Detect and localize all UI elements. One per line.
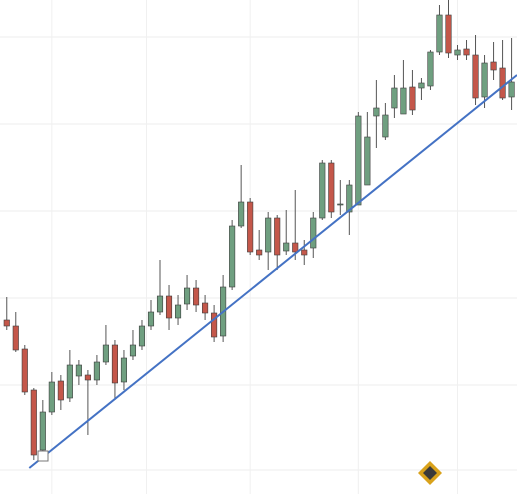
candle-body bbox=[229, 225, 236, 288]
candle-body bbox=[21, 348, 28, 393]
candle-body bbox=[129, 344, 137, 357]
candle-body bbox=[436, 14, 443, 53]
candle-body bbox=[454, 49, 461, 56]
trend-line bbox=[28, 74, 517, 469]
candle-body bbox=[463, 48, 470, 56]
candle-body bbox=[57, 380, 64, 401]
candles bbox=[3, 0, 515, 460]
candle-body bbox=[174, 304, 182, 319]
candle-body bbox=[310, 217, 317, 249]
candle-body bbox=[364, 136, 371, 186]
candle-body bbox=[193, 287, 200, 306]
candle-body bbox=[3, 319, 10, 327]
candle-body bbox=[400, 87, 407, 115]
candle-body bbox=[165, 295, 173, 319]
candle-body bbox=[39, 411, 46, 451]
anchor-handle bbox=[37, 450, 49, 462]
candle-body bbox=[481, 62, 488, 98]
candle-body bbox=[84, 374, 91, 381]
candle-body bbox=[147, 311, 155, 327]
candle-body bbox=[265, 217, 272, 253]
candle-body bbox=[490, 61, 497, 71]
candle-body bbox=[319, 162, 326, 219]
logo-inner bbox=[423, 466, 437, 480]
candle-body bbox=[409, 86, 416, 111]
candle-body bbox=[238, 201, 245, 227]
candle-body bbox=[283, 242, 290, 252]
candle-body bbox=[337, 203, 344, 206]
watermark bbox=[418, 461, 442, 485]
candle-body bbox=[499, 67, 506, 99]
candle-body bbox=[102, 344, 109, 363]
candle-body bbox=[391, 87, 398, 109]
candle-body bbox=[202, 302, 209, 314]
candle-body bbox=[30, 389, 37, 456]
candle-body bbox=[48, 381, 55, 413]
candle-body bbox=[382, 114, 389, 138]
candle-body bbox=[355, 115, 362, 206]
candle-body bbox=[301, 249, 308, 256]
candle-body bbox=[247, 201, 254, 253]
candle-body bbox=[111, 344, 118, 384]
candle-body bbox=[292, 242, 299, 253]
candle-body bbox=[156, 295, 164, 313]
candle-body bbox=[373, 107, 380, 117]
candle-body bbox=[12, 325, 19, 351]
candle-body bbox=[66, 364, 73, 399]
candle-body bbox=[445, 14, 452, 54]
candle-body bbox=[93, 361, 100, 381]
candle-body bbox=[138, 325, 146, 347]
candle-body bbox=[274, 217, 281, 256]
candle-body bbox=[184, 287, 191, 305]
candle-body bbox=[346, 184, 353, 213]
candle-body bbox=[328, 162, 335, 213]
candle-body bbox=[508, 81, 515, 98]
candle-body bbox=[75, 364, 82, 377]
candle-body bbox=[211, 312, 218, 338]
overlay bbox=[28, 74, 517, 469]
candle-body bbox=[472, 54, 479, 99]
candle-body bbox=[427, 51, 434, 87]
candle-body bbox=[256, 249, 263, 256]
candle-body bbox=[418, 82, 425, 89]
candle-body bbox=[120, 357, 128, 383]
